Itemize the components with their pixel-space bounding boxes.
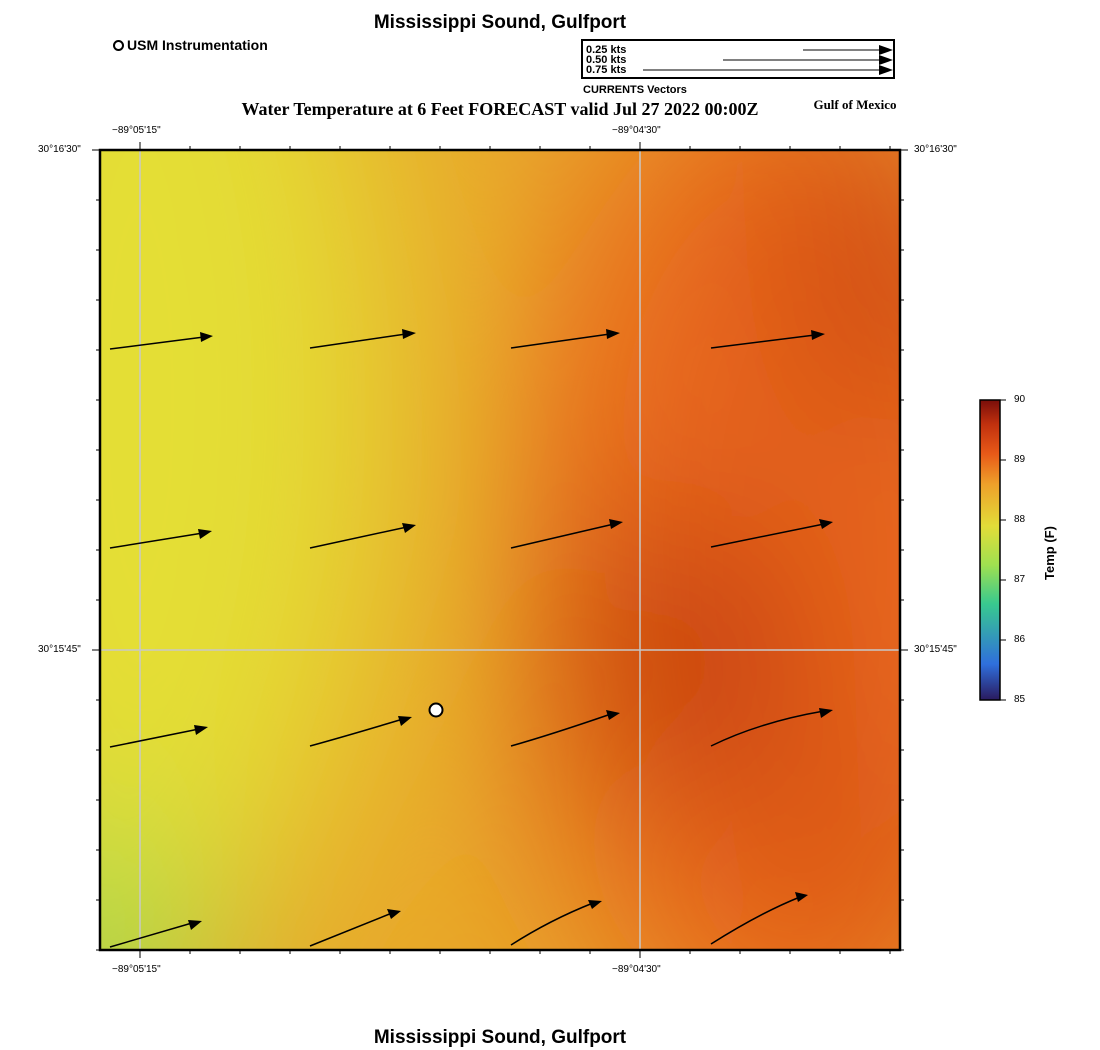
current-arrowhead (588, 900, 602, 909)
current-arrowhead (194, 725, 208, 735)
colorbar-title: Temp (F) (1042, 526, 1057, 580)
graticule (100, 150, 900, 950)
current-vector (510, 902, 594, 946)
current-arrowhead (198, 529, 212, 539)
current-vector (710, 523, 825, 548)
legend-arrowhead-075 (879, 65, 893, 75)
current-vector (710, 710, 825, 747)
vector-legend-arrows (643, 45, 893, 75)
station-legend-label: USM Instrumentation (127, 37, 268, 53)
current-arrowhead (606, 329, 620, 339)
current-vector (710, 334, 816, 349)
current-vector (109, 532, 204, 549)
vector-legend-entry: 0.25 kts (586, 44, 627, 56)
region-label: Gulf of Mexico (813, 97, 897, 112)
lon-tick-label: −89°05'15" (112, 125, 161, 136)
current-arrowhead (200, 332, 213, 342)
current-vector (109, 922, 193, 948)
station-legend: USM Instrumentation (113, 37, 268, 53)
legend-arrowhead-025 (879, 45, 893, 55)
cool-zone-sw (100, 841, 210, 950)
vector-legend-caption: CURRENTS Vectors (583, 84, 687, 96)
lat-tick-label: 30°16'30" (38, 144, 81, 155)
current-arrowhead (402, 329, 416, 339)
lon-tick-label: −89°04'30" (612, 125, 661, 136)
map-title: Mississippi Sound, Gulfport (373, 12, 627, 33)
hot-zone-se (800, 790, 900, 910)
colorbar-tick-label: 89 (1014, 454, 1026, 465)
current-arrowhead (819, 708, 833, 718)
legend-arrowhead-050 (879, 55, 893, 65)
vector-legend-entry: 0.75 kts (586, 64, 627, 76)
hot-zone-ne (810, 150, 900, 430)
hot-zone-center (580, 510, 800, 810)
current-arrowhead (188, 920, 202, 930)
colorbar (979, 399, 1001, 701)
current-arrowhead (402, 523, 416, 533)
current-vectors (109, 333, 825, 948)
current-arrowhead (387, 909, 401, 919)
current-vector (510, 523, 615, 549)
lat-tick-label: 30°15'45" (914, 644, 957, 655)
current-vector (309, 526, 408, 549)
colorbar-tick-label: 87 (1014, 574, 1026, 585)
colorbar-tick-label: 85 (1014, 694, 1026, 705)
colorbar-ticks (1000, 399, 1006, 701)
lon-tick-label: −89°05'15" (112, 964, 161, 975)
current-vector (309, 333, 407, 349)
lat-tick-label: 30°16'30" (914, 144, 957, 155)
lon-tick-label: −89°04'30" (612, 964, 661, 975)
current-arrowhead (606, 710, 620, 720)
current-vector (109, 728, 200, 748)
current-vector (510, 333, 611, 349)
map-subtitle: Water Temperature at 6 Feet FORECAST val… (241, 99, 759, 119)
current-arrowhead (398, 716, 412, 726)
lat-tick-label: 30°15'45" (38, 644, 81, 655)
open-circle-icon (113, 39, 124, 51)
current-arrowhead (819, 519, 833, 529)
current-arrowhead (795, 892, 808, 902)
current-vector (510, 713, 612, 747)
current-vector-heads (188, 329, 833, 930)
colorbar-tick-label: 86 (1014, 634, 1026, 645)
current-vector (309, 912, 393, 947)
frame-ticks (92, 142, 908, 958)
current-arrowhead (609, 519, 623, 529)
current-arrowhead (811, 330, 825, 340)
usm-station-marker[interactable] (428, 702, 444, 718)
map-footer-title: Mississippi Sound, Gulfport (373, 1027, 627, 1048)
vector-legend-box: 0.25 kts 0.50 kts 0.75 kts (581, 39, 895, 79)
colorbar-tick-label: 88 (1014, 514, 1026, 525)
current-vector (109, 336, 205, 350)
current-vector (309, 718, 404, 747)
vector-legend-entry: 0.50 kts (586, 54, 627, 66)
colorbar-tick-label: 90 (1014, 394, 1026, 405)
current-vector (710, 896, 801, 945)
mild-zone-west (100, 150, 390, 950)
